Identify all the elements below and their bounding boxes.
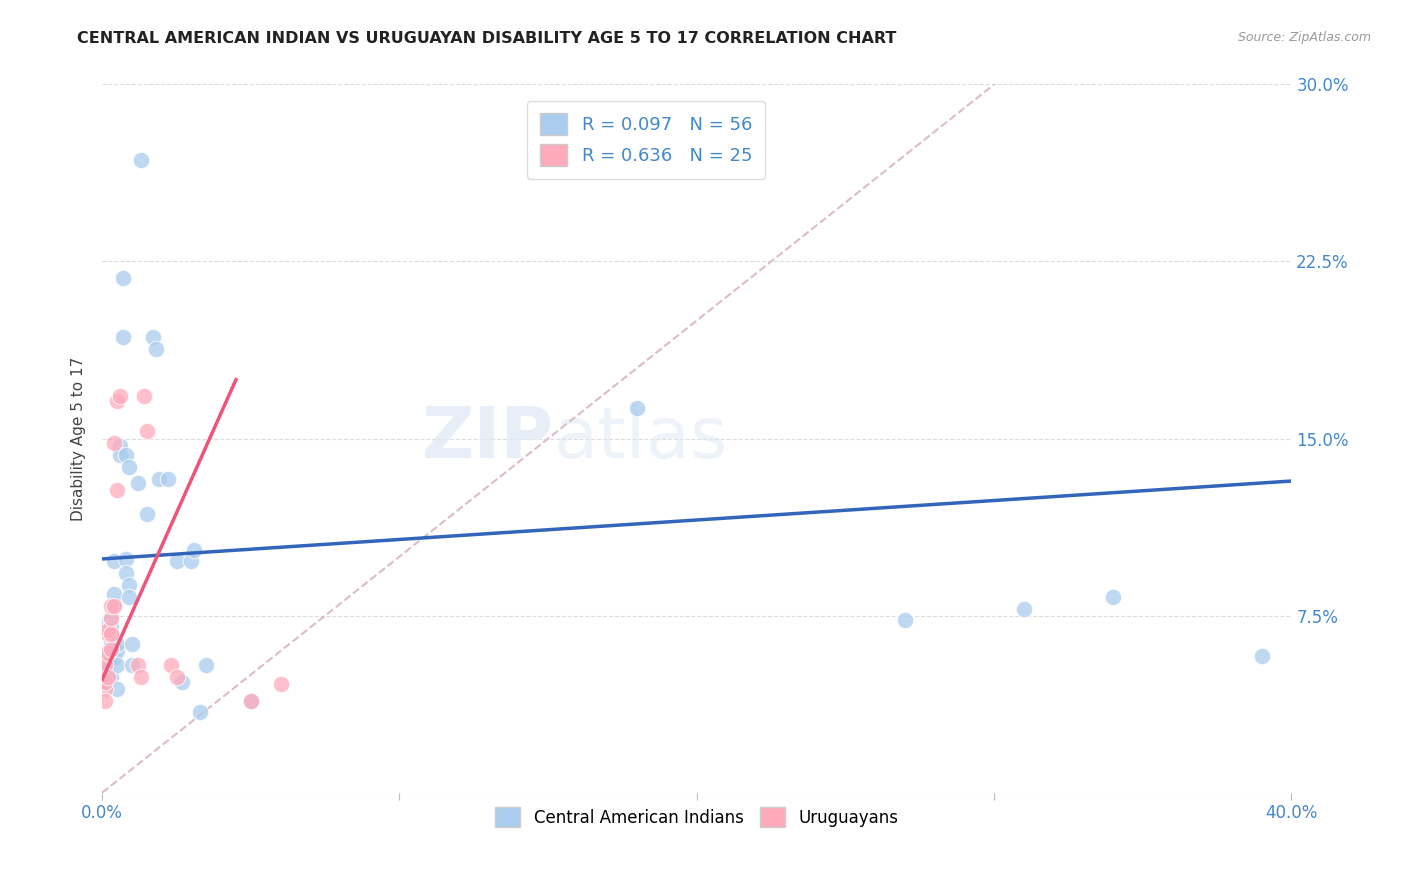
Point bbox=[166, 670, 188, 684]
Point bbox=[94, 673, 117, 687]
Point bbox=[100, 611, 122, 625]
Point bbox=[103, 436, 125, 450]
Point bbox=[97, 670, 120, 684]
Text: ZIP: ZIP bbox=[422, 404, 554, 473]
Point bbox=[239, 693, 262, 707]
Point bbox=[135, 425, 157, 439]
Point bbox=[103, 597, 125, 611]
Point bbox=[121, 637, 143, 651]
Point bbox=[103, 599, 125, 614]
Point bbox=[111, 271, 134, 285]
Point bbox=[1250, 648, 1272, 663]
Point bbox=[180, 554, 202, 568]
Point bbox=[108, 439, 131, 453]
Point bbox=[100, 637, 122, 651]
Point bbox=[105, 644, 128, 658]
Point bbox=[100, 613, 122, 627]
Point bbox=[127, 476, 149, 491]
Point bbox=[100, 599, 122, 614]
Point bbox=[97, 674, 120, 689]
Point bbox=[115, 566, 138, 580]
Text: Source: ZipAtlas.com: Source: ZipAtlas.com bbox=[1237, 31, 1371, 45]
Point bbox=[1102, 590, 1125, 604]
Y-axis label: Disability Age 5 to 17: Disability Age 5 to 17 bbox=[72, 357, 86, 521]
Point bbox=[1012, 601, 1035, 615]
Point bbox=[115, 552, 138, 566]
Point bbox=[188, 706, 211, 720]
Text: CENTRAL AMERICAN INDIAN VS URUGUAYAN DISABILITY AGE 5 TO 17 CORRELATION CHART: CENTRAL AMERICAN INDIAN VS URUGUAYAN DIS… bbox=[77, 31, 897, 46]
Point bbox=[159, 658, 181, 673]
Point bbox=[100, 641, 122, 656]
Point bbox=[195, 658, 218, 673]
Point bbox=[129, 153, 152, 167]
Point bbox=[97, 615, 120, 630]
Point bbox=[105, 483, 128, 498]
Point bbox=[94, 674, 117, 689]
Point bbox=[100, 627, 122, 641]
Point bbox=[97, 660, 120, 674]
Point bbox=[121, 658, 143, 673]
Point bbox=[132, 389, 155, 403]
Point bbox=[94, 681, 117, 696]
Point bbox=[129, 670, 152, 684]
Point bbox=[108, 448, 131, 462]
Point bbox=[142, 330, 165, 344]
Text: atlas: atlas bbox=[554, 404, 728, 473]
Legend: Central American Indians, Uruguayans: Central American Indians, Uruguayans bbox=[488, 800, 905, 834]
Point bbox=[97, 627, 120, 641]
Point bbox=[135, 507, 157, 521]
Point bbox=[115, 448, 138, 462]
Point bbox=[118, 590, 141, 604]
Point bbox=[97, 644, 120, 658]
Point bbox=[239, 693, 262, 707]
Point bbox=[94, 658, 117, 673]
Point bbox=[97, 625, 120, 640]
Point bbox=[105, 658, 128, 673]
Point bbox=[100, 620, 122, 634]
Point bbox=[103, 554, 125, 568]
Point bbox=[103, 651, 125, 665]
Point bbox=[156, 472, 179, 486]
Point bbox=[97, 623, 120, 637]
Point bbox=[97, 646, 120, 660]
Point bbox=[148, 472, 170, 486]
Point bbox=[111, 330, 134, 344]
Point bbox=[105, 393, 128, 408]
Point bbox=[100, 627, 122, 641]
Point bbox=[183, 542, 205, 557]
Point bbox=[118, 459, 141, 474]
Point bbox=[105, 681, 128, 696]
Point bbox=[103, 641, 125, 656]
Point bbox=[626, 401, 648, 415]
Point bbox=[100, 670, 122, 684]
Point bbox=[94, 667, 117, 681]
Point bbox=[118, 578, 141, 592]
Point bbox=[94, 648, 117, 663]
Point bbox=[127, 658, 149, 673]
Point bbox=[105, 637, 128, 651]
Point bbox=[100, 648, 122, 663]
Point bbox=[97, 667, 120, 681]
Point bbox=[108, 389, 131, 403]
Point bbox=[103, 587, 125, 601]
Point bbox=[145, 342, 167, 356]
Point bbox=[894, 613, 917, 627]
Point bbox=[172, 674, 194, 689]
Point bbox=[166, 554, 188, 568]
Point bbox=[94, 658, 117, 673]
Point bbox=[270, 677, 292, 691]
Point bbox=[94, 693, 117, 707]
